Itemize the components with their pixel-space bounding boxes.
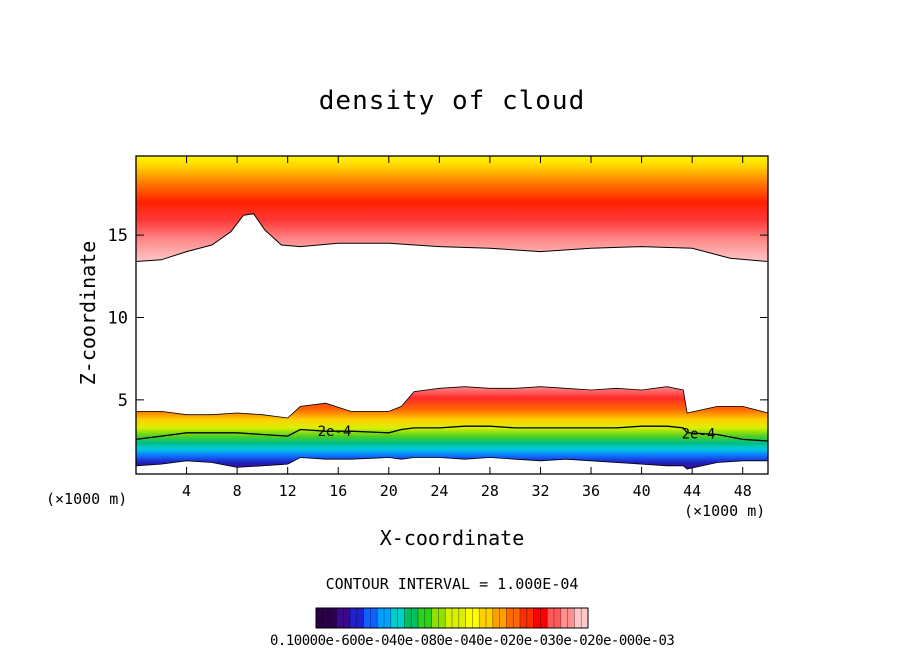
colorbar-segment — [363, 608, 371, 628]
colorbar-segment — [513, 608, 521, 628]
colorbar-segment — [445, 608, 453, 628]
colorbar-segment — [404, 608, 412, 628]
colorbar — [315, 607, 589, 629]
colorbar-segment — [574, 608, 582, 628]
colorbar-segment — [472, 608, 480, 628]
x-tick-label: 20 — [380, 482, 398, 500]
upper-boundary-contour — [136, 213, 768, 262]
colorbar-segment — [356, 608, 364, 628]
plot-frame — [135, 155, 769, 475]
colorbar-segment — [547, 608, 555, 628]
colorbar-segment — [492, 608, 500, 628]
colorbar-segment — [533, 608, 541, 628]
colorbar-segment — [343, 608, 351, 628]
colorbar-segment — [322, 608, 330, 628]
x-tick-label: 44 — [683, 482, 701, 500]
chart-title: density of cloud — [318, 86, 586, 116]
colorbar-segment — [336, 608, 344, 628]
x-tick-label: 48 — [734, 482, 752, 500]
x-tick-label: 24 — [430, 482, 448, 500]
x-unit-label-left: (×1000 m) — [46, 490, 128, 508]
colorbar-frame — [315, 607, 589, 629]
colorbar-segment — [567, 608, 575, 628]
colorbar-segment — [316, 608, 324, 628]
colorbar-segment — [370, 608, 378, 628]
y-tick-label: 15 — [108, 226, 128, 246]
colorbar-segment — [526, 608, 534, 628]
y-tick-label: 5 — [118, 391, 128, 411]
x-tick-label: 28 — [481, 482, 499, 500]
colorbar-segment — [411, 608, 419, 628]
colorbar-segment — [350, 608, 358, 628]
lower-cloud-layer — [136, 386, 768, 470]
colorbar-segment — [499, 608, 507, 628]
colorbar-segment — [540, 608, 548, 628]
lower-base-contour — [136, 457, 768, 470]
colorbar-segment — [479, 608, 487, 628]
x-tick-label: 36 — [582, 482, 600, 500]
colorbar-segment — [581, 608, 589, 628]
colorbar-labels: 0.10000e-600e-040e-080e-040e-020e-030e-0… — [270, 633, 675, 649]
lower-top-contour — [136, 386, 768, 419]
colorbar-segment — [465, 608, 473, 628]
colorbar-segment — [506, 608, 514, 628]
contour-labels: 2e-4 2e-4 — [318, 424, 716, 442]
colorbar-segment — [384, 608, 392, 628]
upper-cloud-layer — [136, 156, 768, 262]
colorbar-segment — [452, 608, 460, 628]
contour-label-0: 2e-4 — [318, 424, 352, 440]
colorbar-segment — [390, 608, 398, 628]
colorbar-segment — [418, 608, 426, 628]
colorbar-segment — [486, 608, 494, 628]
x-tick-label: 4 — [182, 482, 191, 500]
colorbar-segment — [329, 608, 337, 628]
colorbar-segment — [424, 608, 432, 628]
colorbar-segment — [554, 608, 562, 628]
colorbar-segment — [458, 608, 466, 628]
x-tick-label: 12 — [279, 482, 297, 500]
x-tick-label: 40 — [633, 482, 651, 500]
x-tick-label: 16 — [329, 482, 347, 500]
contour-label-1: 2e-4 — [682, 426, 716, 442]
x-tick-label: 32 — [531, 482, 549, 500]
colorbar-segment — [377, 608, 385, 628]
x-axis-label: X-coordinate — [379, 526, 525, 550]
contour-2e-4-line — [136, 425, 768, 442]
x-tick-label: 8 — [233, 482, 242, 500]
y-axis-ticks: 5 10 15 — [108, 226, 768, 411]
y-tick-label: 10 — [108, 308, 128, 328]
colorbar-segment — [438, 608, 446, 628]
colorbar-segment — [397, 608, 405, 628]
y-axis-label: Z-coordinate — [76, 240, 100, 386]
colorbar-segment — [560, 608, 568, 628]
contour-interval-text: CONTOUR INTERVAL = 1.000E-04 — [325, 575, 579, 593]
colorbar-segment — [520, 608, 528, 628]
x-unit-label-right: (×1000 m) — [684, 502, 766, 520]
x-axis-ticks: 4 8 12 16 20 24 28 32 36 40 44 48 — [182, 156, 752, 500]
colorbar-segment — [431, 608, 439, 628]
